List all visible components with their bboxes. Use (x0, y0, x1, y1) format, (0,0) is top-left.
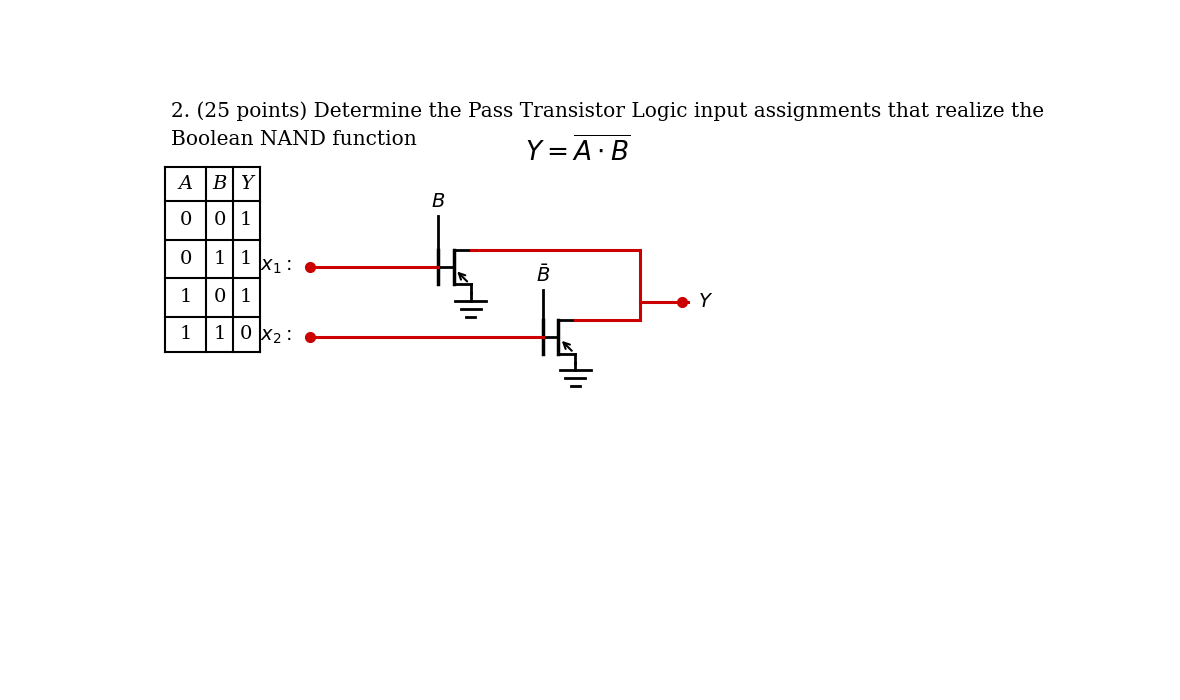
Text: 0: 0 (214, 211, 225, 230)
Text: 1: 1 (214, 250, 225, 268)
Text: $\mathit{x}_2\mathrm{:}$: $\mathit{x}_2\mathrm{:}$ (260, 328, 291, 346)
Text: $\bar{\mathit{B}}$: $\bar{\mathit{B}}$ (536, 264, 550, 286)
Text: 1: 1 (240, 250, 253, 268)
Text: 1: 1 (240, 288, 253, 307)
Text: $\mathit{B}$: $\mathit{B}$ (431, 193, 445, 211)
Text: 0: 0 (179, 250, 191, 268)
Text: $\mathit{Y} = \overline{\mathit{A} \cdot \mathit{B}}$: $\mathit{Y} = \overline{\mathit{A} \cdot… (525, 136, 630, 167)
Text: $\mathit{Y}$: $\mathit{Y}$ (697, 293, 713, 311)
Text: 0: 0 (214, 288, 225, 307)
Text: 0: 0 (179, 211, 191, 230)
Text: Y: Y (240, 175, 253, 193)
Text: B: B (212, 175, 227, 193)
Text: 1: 1 (240, 211, 253, 230)
Text: $\mathit{x}_1\mathrm{:}$: $\mathit{x}_1\mathrm{:}$ (260, 258, 291, 276)
Text: 1: 1 (214, 326, 225, 343)
Text: 2. (25 points) Determine the Pass Transistor Logic input assignments that realiz: 2. (25 points) Determine the Pass Transi… (171, 101, 1044, 120)
Text: A: A (178, 175, 192, 193)
Text: 0: 0 (240, 326, 253, 343)
Text: 1: 1 (179, 288, 191, 307)
Text: 1: 1 (179, 326, 191, 343)
Text: Boolean NAND function: Boolean NAND function (171, 130, 417, 149)
